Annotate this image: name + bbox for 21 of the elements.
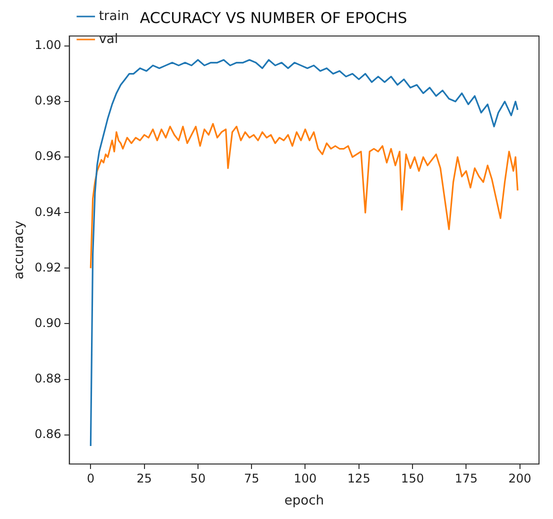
- y-tick-label: 0.94: [34, 204, 62, 219]
- x-tick-label: 200: [508, 471, 532, 486]
- y-tick-label: 1.00: [34, 38, 62, 52]
- x-tick-label: 75: [244, 471, 260, 486]
- x-tick-label: 175: [454, 471, 478, 486]
- x-tick-label: 100: [294, 471, 317, 486]
- x-tick-label: 25: [136, 471, 152, 486]
- y-tick-label: 0.90: [34, 316, 62, 330]
- x-tick-label: 150: [401, 471, 424, 486]
- x-axis-title: epoch: [284, 494, 324, 509]
- chart-title: ACCURACY VS NUMBER OF EPOCHS: [140, 8, 408, 27]
- legend-label: train: [98, 8, 130, 24]
- x-tick-label: 50: [190, 471, 206, 486]
- x-tick-label: 125: [347, 471, 370, 486]
- x-tick-label: 0: [86, 471, 94, 486]
- y-tick-label: 0.96: [34, 149, 62, 164]
- y-tick-label: 0.92: [34, 260, 62, 274]
- y-axis-title: accuracy: [12, 220, 28, 280]
- y-tick-label: 0.86: [34, 426, 62, 441]
- y-tick-label: 0.88: [34, 371, 62, 386]
- y-tick-label: 0.98: [34, 94, 62, 108]
